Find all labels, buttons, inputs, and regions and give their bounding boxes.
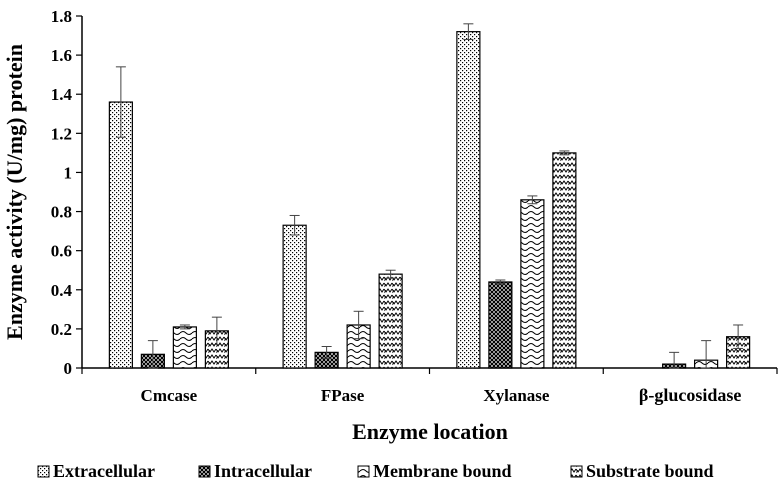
y-tick-label: 0.4 (51, 281, 73, 300)
x-tick-label: β-glucosidase (639, 385, 742, 405)
axes (81, 16, 777, 369)
bar (520, 199, 545, 369)
y-tick-label: 0.2 (51, 320, 72, 339)
bar (456, 31, 481, 369)
error-bars (115, 23, 744, 369)
y-axis-title: Enzyme activity (U/mg) protein (2, 44, 27, 340)
bar (552, 152, 577, 369)
bar (488, 281, 513, 369)
legend: Extracellular Intracellular Membrane bound… (37, 461, 714, 481)
legend-swatch (198, 465, 211, 478)
legend-label: Extracellular (53, 461, 155, 481)
x-tick-label: FPase (321, 386, 365, 405)
x-tick-label: Xylanase (483, 386, 550, 405)
bar (108, 101, 133, 369)
bar (282, 224, 307, 369)
x-ticks: Cmcase FPase Xylanase β-glucosidase (81, 368, 778, 405)
legend-swatch (570, 465, 583, 478)
legend-label: Membrane bound (373, 461, 512, 481)
bar (172, 326, 197, 369)
x-tick-label: Cmcase (141, 386, 198, 405)
y-tick-label: 1.4 (51, 85, 73, 104)
legend-swatch (357, 465, 370, 478)
y-tick-label: 1.6 (51, 46, 72, 65)
legend-label: Substrate bound (586, 461, 714, 481)
x-axis-title: Enzyme location (352, 419, 508, 444)
legend-swatch (37, 465, 50, 478)
y-tick-label: 0 (64, 359, 73, 378)
y-tick-label: 1.8 (51, 7, 72, 26)
legend-label: Intracellular (214, 461, 312, 481)
y-tick-label: 0.8 (51, 203, 72, 222)
bars (108, 31, 751, 369)
y-tick-label: 1 (64, 163, 73, 182)
y-tick-label: 0.6 (51, 242, 72, 261)
y-tick-label: 1.2 (51, 124, 72, 143)
bar (378, 273, 403, 369)
y-ticks: 0 0.2 0.4 0.6 0.8 1 1.2 1.4 1.6 1.8 (51, 7, 82, 378)
